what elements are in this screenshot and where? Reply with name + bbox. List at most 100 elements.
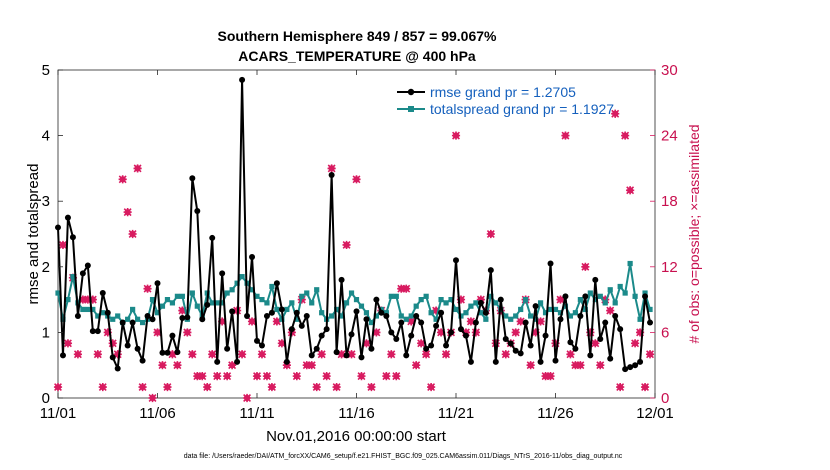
obs-assimilated-marker bbox=[292, 372, 301, 381]
rmse-point bbox=[313, 345, 320, 352]
totalspread-point bbox=[159, 303, 166, 309]
totalspread-point bbox=[513, 313, 519, 319]
totalspread-point bbox=[488, 293, 494, 299]
totalspread-point bbox=[463, 310, 469, 316]
totalspread-point bbox=[567, 313, 574, 319]
totalspread-point bbox=[572, 310, 578, 316]
rmse-point bbox=[408, 332, 415, 339]
totalspread-point bbox=[164, 297, 171, 303]
rmse-point bbox=[403, 352, 410, 359]
rmse-point bbox=[99, 290, 106, 297]
totalspread-point bbox=[523, 297, 529, 303]
totalspread-point bbox=[582, 306, 588, 313]
rmse-point bbox=[318, 332, 325, 339]
obs-assimilated-marker bbox=[546, 372, 555, 381]
totalspread-point bbox=[547, 306, 554, 313]
obs-assimilated-marker bbox=[432, 306, 441, 315]
totalspread-point bbox=[229, 287, 235, 293]
rmse-point bbox=[199, 316, 206, 323]
obs-assimilated-marker bbox=[153, 328, 162, 337]
totalspread-point bbox=[329, 313, 335, 319]
legend-spread-marker bbox=[408, 106, 414, 112]
totalspread-point bbox=[264, 300, 270, 306]
obs-assimilated-marker bbox=[83, 295, 92, 304]
obs-assimilated-marker bbox=[223, 372, 232, 381]
y-axis-label: rmse and totalspread bbox=[25, 164, 42, 305]
rmse-point bbox=[647, 319, 654, 326]
rmse-point bbox=[124, 342, 131, 349]
rmse-point bbox=[373, 296, 380, 303]
legend-rmse-marker bbox=[407, 88, 415, 96]
totalspread-point bbox=[309, 300, 315, 306]
obs-assimilated-marker bbox=[247, 317, 257, 326]
obs-assimilated-marker bbox=[118, 175, 127, 184]
rmse-point bbox=[522, 319, 529, 326]
obs-assimilated-marker bbox=[158, 361, 167, 370]
rmse-point bbox=[542, 332, 549, 339]
rmse-point bbox=[55, 224, 61, 231]
rmse-point bbox=[443, 342, 450, 349]
obs-assimilated-marker bbox=[387, 350, 396, 359]
totalspread-point bbox=[503, 313, 509, 319]
totalspread-point bbox=[194, 303, 200, 309]
obs-assimilated-marker bbox=[277, 339, 286, 348]
obs-assimilated-marker bbox=[407, 317, 416, 326]
rmse-point bbox=[104, 309, 111, 316]
totalspread-point bbox=[174, 293, 180, 299]
rmse-point bbox=[393, 335, 400, 342]
totalspread-point bbox=[139, 319, 146, 326]
rmse-point bbox=[363, 316, 370, 323]
obs-assimilated-marker bbox=[621, 131, 630, 140]
rmse-point bbox=[348, 331, 355, 338]
obs-assimilated-marker bbox=[123, 208, 132, 217]
rmse-point bbox=[119, 319, 126, 326]
rmse-point bbox=[64, 214, 71, 221]
obs-assimilated-marker bbox=[422, 350, 431, 359]
obs-assimilated-marker bbox=[113, 350, 122, 359]
obs-assimilated-marker bbox=[586, 328, 595, 337]
y2-tick-label: 12 bbox=[661, 259, 678, 276]
totalspread-point bbox=[423, 293, 429, 299]
totalspread-point bbox=[518, 306, 524, 313]
totalspread-point bbox=[95, 313, 101, 319]
totalspread-point bbox=[438, 297, 444, 303]
obs-assimilated-marker bbox=[511, 328, 520, 337]
y-tick-label: 5 bbox=[42, 62, 50, 79]
rmse-point bbox=[234, 358, 241, 365]
obs-assimilated-marker bbox=[148, 393, 157, 403]
totalspread-point bbox=[473, 300, 479, 306]
totalspread-point bbox=[448, 297, 454, 303]
totalspread-point bbox=[622, 290, 628, 296]
obs-assimilated-marker bbox=[640, 382, 650, 392]
totalspread-point bbox=[378, 306, 384, 313]
totalspread-point bbox=[334, 306, 340, 313]
rmse-point bbox=[512, 347, 519, 354]
totalspread-point bbox=[234, 280, 240, 286]
rmse-point bbox=[293, 309, 300, 316]
totalspread-point bbox=[428, 310, 434, 316]
rmse-point bbox=[84, 262, 91, 269]
totalspread-point bbox=[443, 300, 449, 306]
totalspread-point bbox=[418, 297, 424, 303]
totalspread-point bbox=[115, 313, 121, 319]
y-axis-right: 0 6 12 18 24 30 bbox=[650, 62, 678, 407]
totalspread-point bbox=[299, 293, 305, 299]
totalspread-point bbox=[55, 290, 61, 296]
totalspread-point bbox=[403, 316, 409, 322]
rmse-point bbox=[308, 352, 315, 359]
y-tick-label: 3 bbox=[42, 193, 50, 210]
rmse-point bbox=[244, 313, 251, 319]
totalspread-point bbox=[562, 303, 569, 309]
totalspread-point bbox=[647, 306, 653, 313]
x-tick-label: 11/16 bbox=[338, 405, 374, 422]
obs-assimilated-marker bbox=[382, 372, 391, 381]
totalspread-point bbox=[169, 300, 176, 306]
obs-assimilated-marker bbox=[516, 317, 525, 326]
rmse-point bbox=[632, 362, 639, 369]
rmse-point bbox=[482, 309, 489, 316]
totalspread-point bbox=[587, 290, 593, 296]
rmse-point bbox=[398, 319, 405, 326]
obs-assimilated-marker bbox=[163, 382, 172, 392]
rmse-point bbox=[74, 313, 81, 319]
totalspread-point bbox=[179, 293, 185, 299]
